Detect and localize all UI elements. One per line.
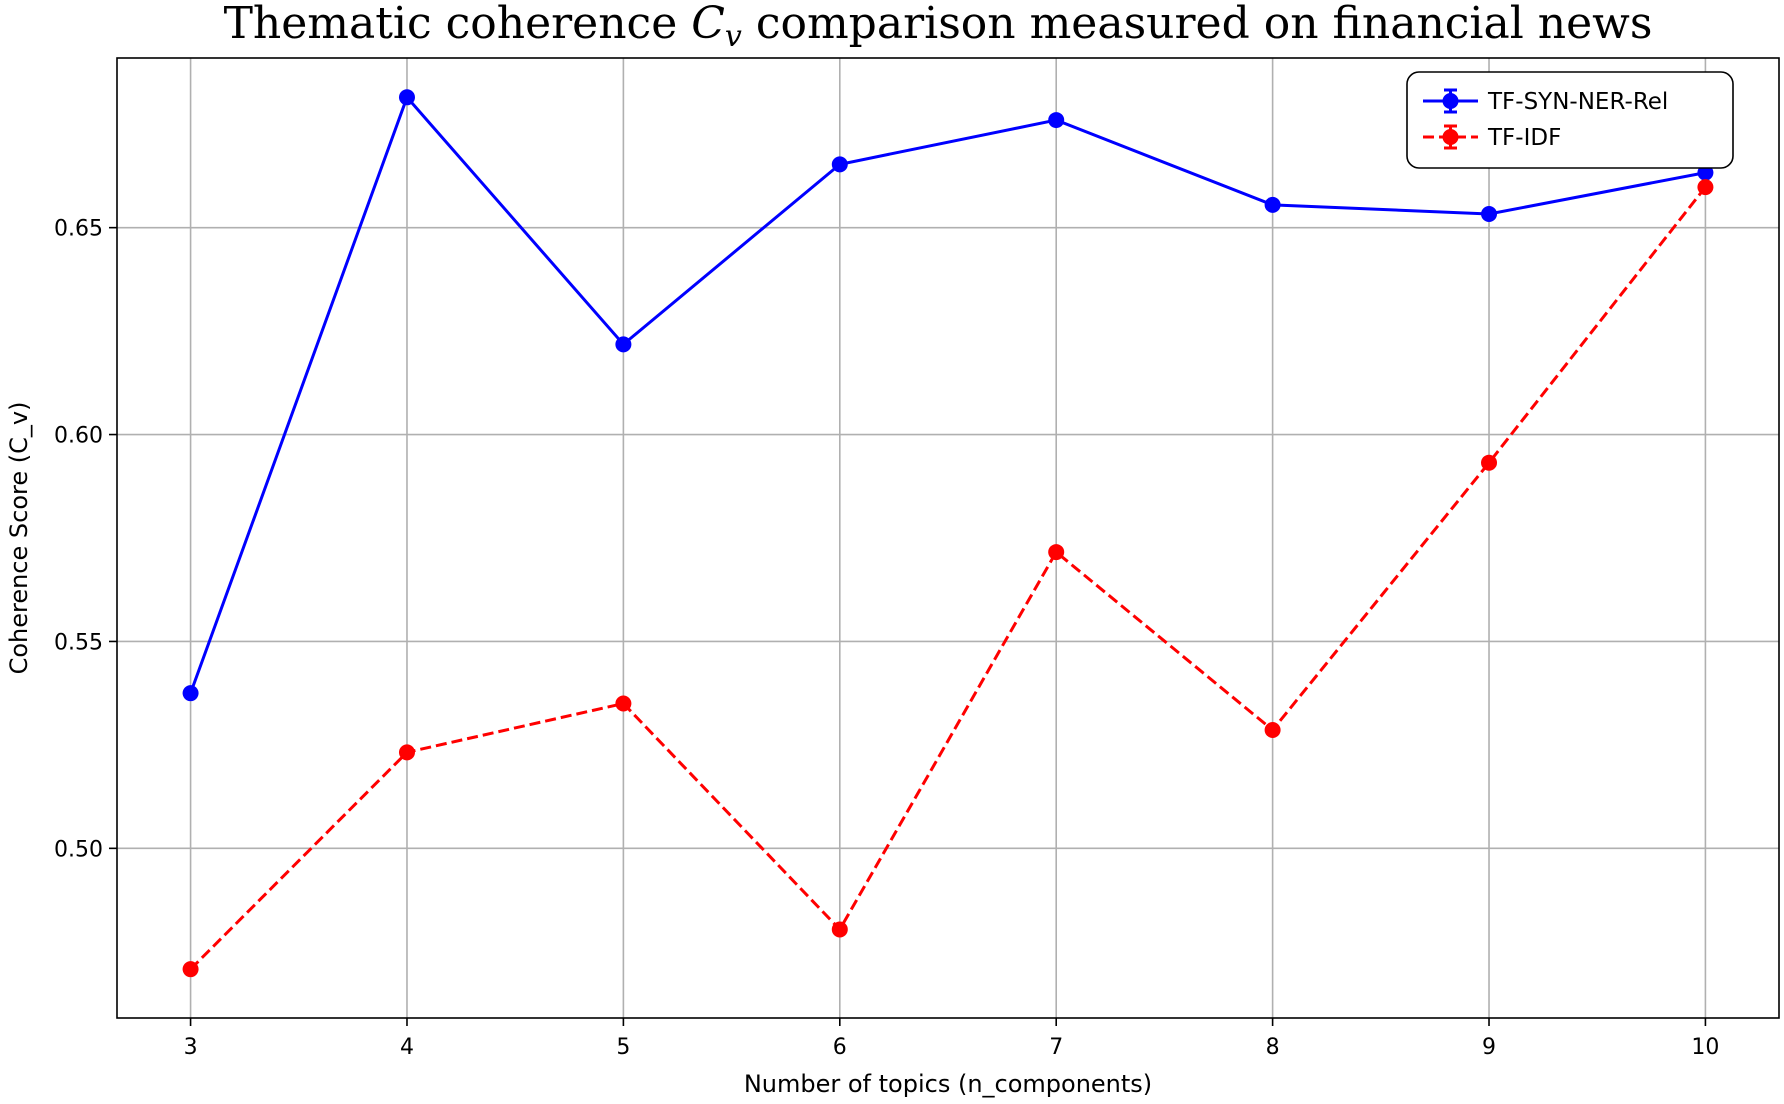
data-point <box>615 336 632 353</box>
x-axis-label: Number of topics (n_components) <box>744 1070 1152 1098</box>
y-tick-label: 0.60 <box>54 424 103 449</box>
chart-title-subscript: v <box>725 19 742 54</box>
x-tick-label: 10 <box>1691 1035 1719 1060</box>
data-point <box>1048 544 1065 561</box>
data-point <box>1481 206 1498 222</box>
y-axis-ticks: 0.50 0.55 0.60 0.65 <box>54 217 117 862</box>
series-line <box>189 186 1707 971</box>
x-tick-label: 3 <box>184 1035 198 1060</box>
chart-title-symbol: C <box>691 0 725 49</box>
legend-marker <box>1442 129 1459 145</box>
legend: TF-SYN-NER-Rel TF-IDF <box>1406 71 1734 169</box>
plot-area <box>116 57 1780 1019</box>
chart-title-part2: comparison measured on financial news <box>742 0 1653 49</box>
data-point <box>1264 722 1281 738</box>
x-tick-label: 9 <box>1482 1035 1496 1060</box>
data-point <box>398 89 415 106</box>
y-tick-label: 0.55 <box>54 630 103 655</box>
data-point <box>1697 179 1714 196</box>
x-tick-label: 7 <box>1049 1035 1063 1060</box>
data-point <box>615 695 632 712</box>
y-tick-label: 0.50 <box>54 837 103 862</box>
legend-marker <box>1442 93 1459 109</box>
x-tick-label: 6 <box>833 1035 847 1060</box>
legend-entry: TF-SYN-NER-Rel <box>1423 88 1668 115</box>
legend-entry: TF-IDF <box>1423 124 1561 151</box>
series-1 <box>182 89 1714 702</box>
data-point <box>182 961 199 978</box>
series-line <box>189 94 1706 694</box>
chart-title: Thematic coherence Cv comparison measure… <box>224 0 1653 54</box>
x-axis-ticks: 3 4 5 6 7 8 9 10 <box>184 1018 1719 1060</box>
grid <box>117 58 1779 1018</box>
series-2 <box>182 179 1714 978</box>
legend-label: TF-SYN-NER-Rel <box>1487 89 1668 115</box>
data-point <box>1264 196 1281 213</box>
series <box>182 89 1714 978</box>
y-tick-label: 0.65 <box>54 217 103 242</box>
x-tick-label: 4 <box>400 1035 414 1060</box>
legend-label: TF-IDF <box>1487 125 1561 151</box>
x-tick-label: 5 <box>616 1035 630 1060</box>
x-tick-label: 8 <box>1266 1035 1280 1060</box>
chart-title-part1: Thematic coherence <box>224 0 692 49</box>
data-point <box>1048 112 1065 129</box>
legend-box <box>1406 71 1734 169</box>
data-point <box>831 921 848 938</box>
data-point <box>398 744 415 761</box>
y-axis-label: Coherence Score (C_v) <box>5 402 33 675</box>
data-point <box>1481 454 1498 471</box>
data-point <box>831 156 848 173</box>
data-point <box>182 685 199 702</box>
